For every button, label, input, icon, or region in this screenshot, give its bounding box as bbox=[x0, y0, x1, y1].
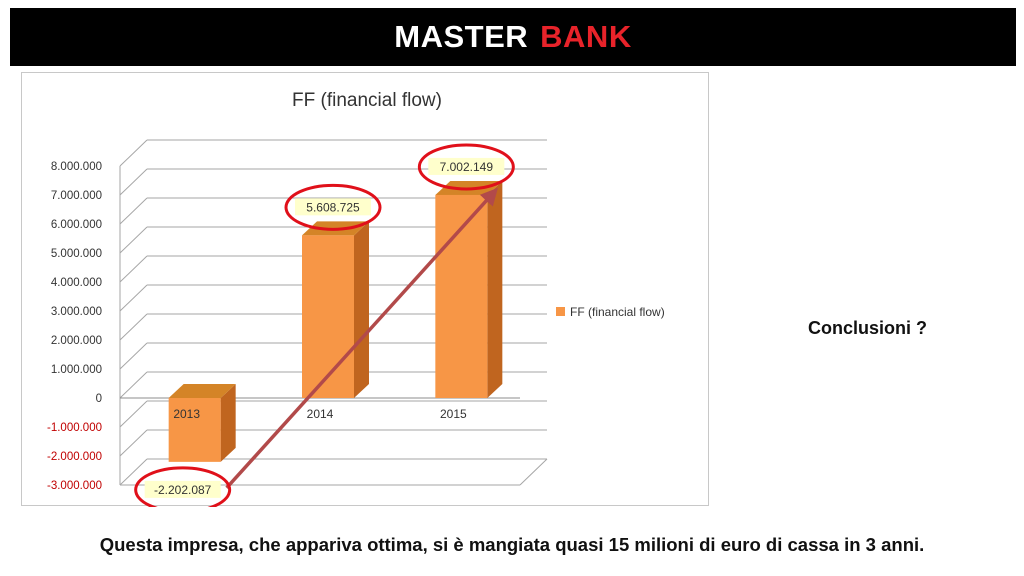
y-tick-label: 1.000.000 bbox=[51, 364, 102, 376]
y-tick-label: -3.000.000 bbox=[47, 480, 102, 492]
legend-label: FF (financial flow) bbox=[570, 305, 665, 319]
y-tick-label: 5.000.000 bbox=[51, 248, 102, 260]
gridline-depth bbox=[119, 197, 148, 225]
bar-2014 bbox=[302, 235, 354, 398]
gridline-depth bbox=[119, 429, 148, 457]
chart-frame: FF (financial flow) 8.000.000 7.000.000 6.… bbox=[21, 72, 709, 507]
legend-swatch bbox=[556, 307, 565, 316]
y-tick-label: 2.000.000 bbox=[51, 335, 102, 347]
gridline-depth bbox=[119, 139, 148, 167]
x-tick-label: 2014 bbox=[307, 407, 334, 421]
y-tick-label: 4.000.000 bbox=[51, 277, 102, 289]
gridline-depth bbox=[119, 371, 148, 399]
bar-2015 bbox=[435, 194, 488, 398]
ff-bar-chart: FF (financial flow) 8.000.000 7.000.000 6.… bbox=[47, 90, 665, 507]
gridline-depth bbox=[119, 255, 148, 283]
gridline-depth bbox=[119, 284, 148, 312]
gridline-depth bbox=[119, 168, 148, 196]
x-tick-label: 2015 bbox=[440, 407, 467, 421]
conclusion-question: Conclusioni ? bbox=[808, 318, 927, 338]
gridline-depth bbox=[119, 400, 148, 428]
bar-2013 bbox=[168, 398, 221, 462]
data-label: 5.608.725 bbox=[306, 200, 360, 214]
trend-arrow bbox=[225, 187, 499, 490]
gridline-depth bbox=[119, 226, 148, 254]
data-label: 7.002.149 bbox=[440, 160, 494, 174]
title-master: MASTER bbox=[394, 19, 529, 54]
bar-top-2013 bbox=[168, 384, 236, 398]
data-label-bg bbox=[428, 157, 505, 175]
y-tick-label: 6.000.000 bbox=[51, 219, 102, 231]
gridline-depth bbox=[119, 342, 148, 370]
floor-depth-edge bbox=[519, 458, 548, 486]
y-tick-label: -1.000.000 bbox=[47, 422, 102, 434]
y-tick-label: -2.000.000 bbox=[47, 451, 102, 463]
x-tick-label: 2013 bbox=[173, 407, 200, 421]
y-tick-label: 8.000.000 bbox=[51, 161, 102, 173]
data-label-bg bbox=[144, 480, 221, 498]
caption-text: Questa impresa, che appariva ottima, si … bbox=[99, 534, 925, 555]
highlight-circle bbox=[284, 183, 382, 231]
highlight-circle bbox=[134, 466, 232, 507]
data-label-bg bbox=[295, 198, 371, 216]
title-bank: BANK bbox=[540, 19, 632, 54]
title-banner: MASTER BANK bbox=[10, 8, 1016, 66]
highlight-circle bbox=[417, 143, 515, 191]
y-tick-label: 0 bbox=[96, 393, 102, 405]
bar-side-2014 bbox=[354, 221, 369, 398]
gridline-depth bbox=[119, 458, 148, 486]
y-tick-label: 7.000.000 bbox=[51, 190, 102, 202]
bar-side-2015 bbox=[487, 180, 503, 398]
data-label: -2.202.087 bbox=[154, 483, 212, 497]
chart-title: FF (financial flow) bbox=[292, 90, 442, 111]
gridline-depth bbox=[119, 313, 148, 341]
bar-side-2013 bbox=[220, 384, 236, 462]
y-tick-label: 3.000.000 bbox=[51, 306, 102, 318]
